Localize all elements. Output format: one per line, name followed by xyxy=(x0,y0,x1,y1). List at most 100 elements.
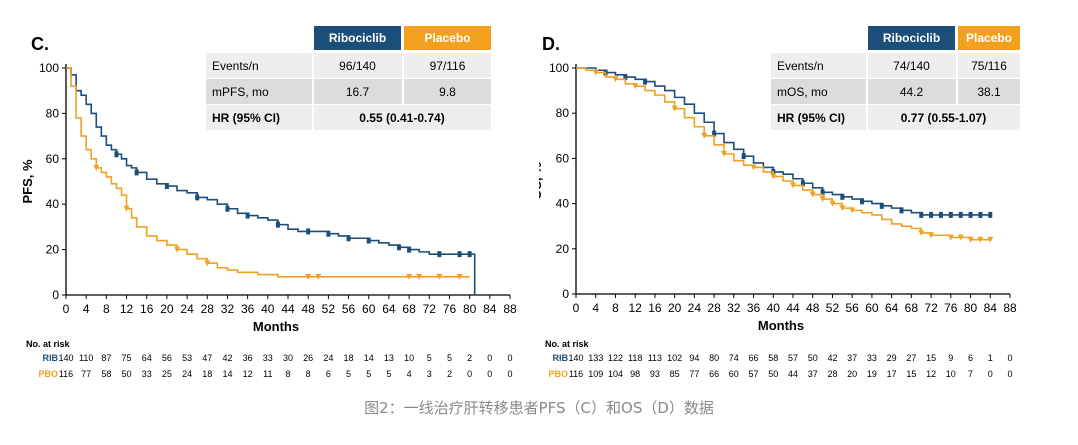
os-censor-pbo xyxy=(839,205,846,212)
os-x-tick-label: 64 xyxy=(885,301,899,315)
pfs-risk-value-rib: 47 xyxy=(202,353,212,363)
pfs-x-tick-label: 52 xyxy=(322,302,336,316)
os-risk-value-pbo: 60 xyxy=(729,369,739,379)
pfs-censor-rib xyxy=(407,246,412,253)
os-censor-pbo xyxy=(592,69,599,76)
pfs-x-tick-label: 16 xyxy=(140,302,154,316)
pfs-table-hr-value: 0.55 (0.41-0.74) xyxy=(359,111,444,125)
pfs-x-tick-label: 64 xyxy=(382,302,396,316)
os-x-tick-label: 52 xyxy=(826,301,840,315)
pfs-risk-title: No. at risk xyxy=(26,339,71,349)
os-risk-value-pbo: 10 xyxy=(946,369,956,379)
pfs-legend-placebo-label: Placebo xyxy=(424,31,470,45)
pfs-censor-rib xyxy=(114,151,119,158)
pfs-table-pbo-value: 9.8 xyxy=(439,85,456,99)
os-censor-pbo xyxy=(612,76,619,83)
os-risk-value-pbo: 57 xyxy=(749,369,759,379)
pfs-risk-value-rib: 30 xyxy=(283,353,293,363)
os-censor-rib xyxy=(860,198,865,205)
pfs-risk-value-rib: 110 xyxy=(79,353,93,363)
os-censor-rib xyxy=(712,130,717,137)
os-censor-rib xyxy=(938,211,943,218)
pfs-table-row-label: HR (95% CI) xyxy=(212,111,280,125)
os-table-row-label: HR (95% CI) xyxy=(777,111,845,125)
pfs-x-tick-label: 4 xyxy=(83,302,90,316)
pfs-risk-value-rib: 87 xyxy=(101,353,111,363)
pfs-risk-value-pbo: 12 xyxy=(243,369,253,379)
os-risk-value-rib: 9 xyxy=(948,353,953,363)
pfs-censor-pbo xyxy=(305,273,312,280)
pfs-x-axis-label: Months xyxy=(253,319,299,334)
os-legend-placebo-swatch xyxy=(958,26,1020,50)
pfs-table-row-bg xyxy=(206,53,491,78)
os-censor-pbo xyxy=(849,207,856,214)
os-x-tick-label: 48 xyxy=(806,301,820,315)
os-x-tick-label: 76 xyxy=(944,301,958,315)
pfs-risk-value-rib: 0 xyxy=(507,353,512,363)
os-risk-value-pbo: 66 xyxy=(709,369,719,379)
os-censor-pbo xyxy=(819,196,826,203)
os-risk-value-rib: 37 xyxy=(847,353,857,363)
pfs-series-rib-line xyxy=(66,67,476,295)
os-risk-value-rib: 58 xyxy=(768,353,778,363)
os-table-row-bg xyxy=(771,105,1020,130)
os-risk-value-rib: 94 xyxy=(689,353,699,363)
pfs-risk-value-rib: 10 xyxy=(404,353,414,363)
os-risk-value-rib: 140 xyxy=(568,353,583,363)
pfs-risk-value-pbo: 50 xyxy=(122,369,132,379)
os-risk-value-rib: 133 xyxy=(588,353,603,363)
os-series-pbo-line xyxy=(576,67,991,241)
os-risk-value-rib: 42 xyxy=(827,353,837,363)
os-censor-pbo xyxy=(987,236,994,243)
os-censor-rib xyxy=(741,153,746,160)
os-x-tick-label: 44 xyxy=(786,301,800,315)
os-table-row-label: Events/n xyxy=(777,59,824,73)
os-panel: D. 0 20 40 60 80 100 0 4 8 12 16 20 24 28 32 36 40 44 48 52 5… xyxy=(529,0,1078,400)
os-censor-pbo xyxy=(957,234,964,241)
os-censor-pbo xyxy=(720,150,727,157)
os-censor-pbo xyxy=(809,191,816,198)
os-risk-value-rib: 33 xyxy=(867,353,877,363)
os-censor-pbo xyxy=(829,200,836,207)
os-risk-value-rib: 50 xyxy=(808,353,818,363)
pfs-risk-value-pbo: 2 xyxy=(447,369,452,379)
pfs-y-tick-label: 80 xyxy=(46,106,60,120)
pfs-censor-pbo xyxy=(456,273,463,280)
pfs-risk-value-pbo: 116 xyxy=(59,369,73,379)
os-risk-value-pbo: 7 xyxy=(968,369,973,379)
pfs-risk-value-pbo: 5 xyxy=(346,369,351,379)
pfs-y-tick-label: 100 xyxy=(39,61,59,75)
os-risk-value-pbo: 19 xyxy=(867,369,877,379)
pfs-censor-rib xyxy=(275,221,280,228)
os-x-tick-label: 8 xyxy=(612,301,619,315)
os-risk-value-pbo: 116 xyxy=(569,369,583,379)
os-y-tick-label: 80 xyxy=(556,106,570,120)
os-risk-value-pbo: 28 xyxy=(827,369,837,379)
os-risk-value-rib: 0 xyxy=(1007,353,1012,363)
os-risk-value-rib: 66 xyxy=(749,353,759,363)
os-x-tick-label: 40 xyxy=(767,301,781,315)
pfs-risk-value-pbo: 11 xyxy=(263,369,272,379)
pfs-x-tick-label: 32 xyxy=(221,302,235,316)
pfs-risk-value-pbo: 6 xyxy=(326,369,331,379)
os-table-row-bg xyxy=(771,53,1020,78)
os-censor-rib xyxy=(968,211,973,218)
os-table-rib-value: 44.2 xyxy=(900,85,924,99)
os-risk-value-pbo: 15 xyxy=(906,369,916,379)
pfs-risk-value-rib: 64 xyxy=(142,353,152,363)
pfs-risk-value-pbo: 14 xyxy=(222,369,232,379)
pfs-risk-value-rib: 14 xyxy=(364,353,374,363)
pfs-risk-value-pbo: 4 xyxy=(407,369,412,379)
os-risk-value-pbo: 12 xyxy=(926,369,936,379)
pfs-risk-value-rib: 36 xyxy=(243,353,253,363)
pfs-risk-value-rib: 18 xyxy=(344,353,354,363)
os-x-tick-label: 16 xyxy=(648,301,662,315)
os-table-hr-value: 0.77 (0.55-1.07) xyxy=(901,111,986,125)
os-censor-rib xyxy=(820,189,825,196)
os-censor-pbo xyxy=(701,132,708,139)
pfs-risk-value-pbo: 0 xyxy=(487,369,492,379)
pfs-x-tick-label: 24 xyxy=(180,302,194,316)
pfs-risk-value-rib: 0 xyxy=(487,353,492,363)
os-x-tick-label: 36 xyxy=(747,301,761,315)
pfs-risk-value-pbo: 25 xyxy=(162,369,172,379)
